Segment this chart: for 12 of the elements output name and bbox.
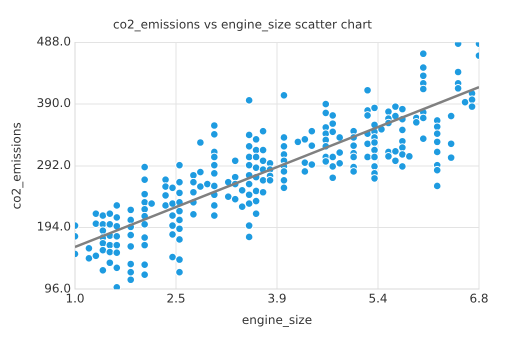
- y-tick-label: 292.0: [36, 158, 71, 172]
- x-tick-label: 6.8: [469, 292, 489, 306]
- x-tick-label: 2.5: [166, 292, 186, 306]
- y-tick-label: 194.0: [36, 220, 71, 234]
- x-axis-title: engine_size: [242, 312, 312, 327]
- x-tick-label: 1.0: [65, 292, 85, 306]
- y-tick-label: 488.0: [36, 34, 71, 49]
- x-tick-label: 3.9: [267, 292, 287, 306]
- x-tick-label: 5.4: [368, 292, 388, 306]
- chart-title: co2_emissions vs engine_size scatter chart: [113, 17, 372, 32]
- y-tick-label: 390.0: [36, 96, 71, 110]
- y-axis-title: co2_emissions: [9, 122, 24, 210]
